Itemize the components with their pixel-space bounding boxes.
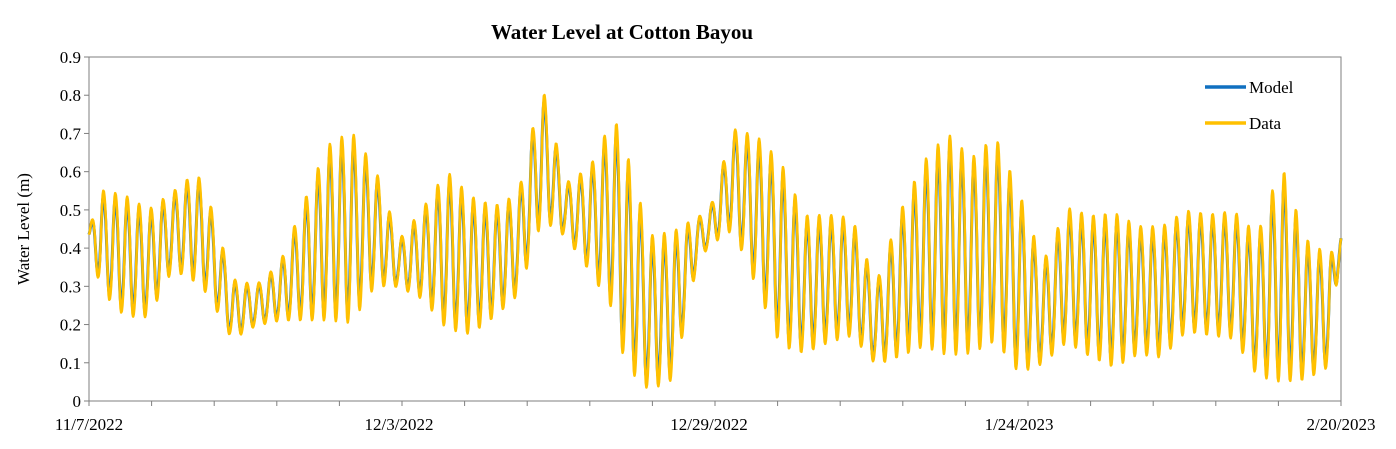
y-tick-label: 0 xyxy=(73,392,82,411)
y-tick-label: 0.6 xyxy=(60,163,81,182)
x-tick-label: 12/29/2022 xyxy=(670,415,747,434)
y-tick-label: 0.7 xyxy=(60,124,82,143)
y-tick-label: 0.5 xyxy=(60,201,81,220)
x-axis: 11/7/2022 12/3/2022 12/29/2022 1/24/2023 2/2… xyxy=(55,401,1376,434)
series-line-data xyxy=(87,93,1343,389)
x-tick-label: 11/7/2022 xyxy=(55,415,123,434)
y-tick-label: 0.3 xyxy=(60,277,81,296)
x-tick-label: 2/20/2023 xyxy=(1307,415,1376,434)
x-tick-label: 12/3/2022 xyxy=(365,415,434,434)
y-tick-label: 0.2 xyxy=(60,316,81,335)
chart-title: Water Level at Cotton Bayou xyxy=(491,20,753,44)
y-tick-label: 0.1 xyxy=(60,354,81,373)
legend-label-model: Model xyxy=(1249,78,1294,97)
y-axis: 0 0.1 0.2 0.3 0.4 0.5 0.6 0.7 0.8 0.9 xyxy=(60,48,89,411)
x-tick-label: 1/24/2023 xyxy=(985,415,1054,434)
legend: Model Data xyxy=(1205,78,1294,133)
y-tick-label: 0.9 xyxy=(60,48,81,67)
series-lines xyxy=(87,93,1343,389)
y-tick-label: 0.8 xyxy=(60,86,81,105)
legend-label-data: Data xyxy=(1249,114,1282,133)
y-tick-label: 0.4 xyxy=(60,239,82,258)
y-axis-title: Water Level (m) xyxy=(14,173,33,285)
